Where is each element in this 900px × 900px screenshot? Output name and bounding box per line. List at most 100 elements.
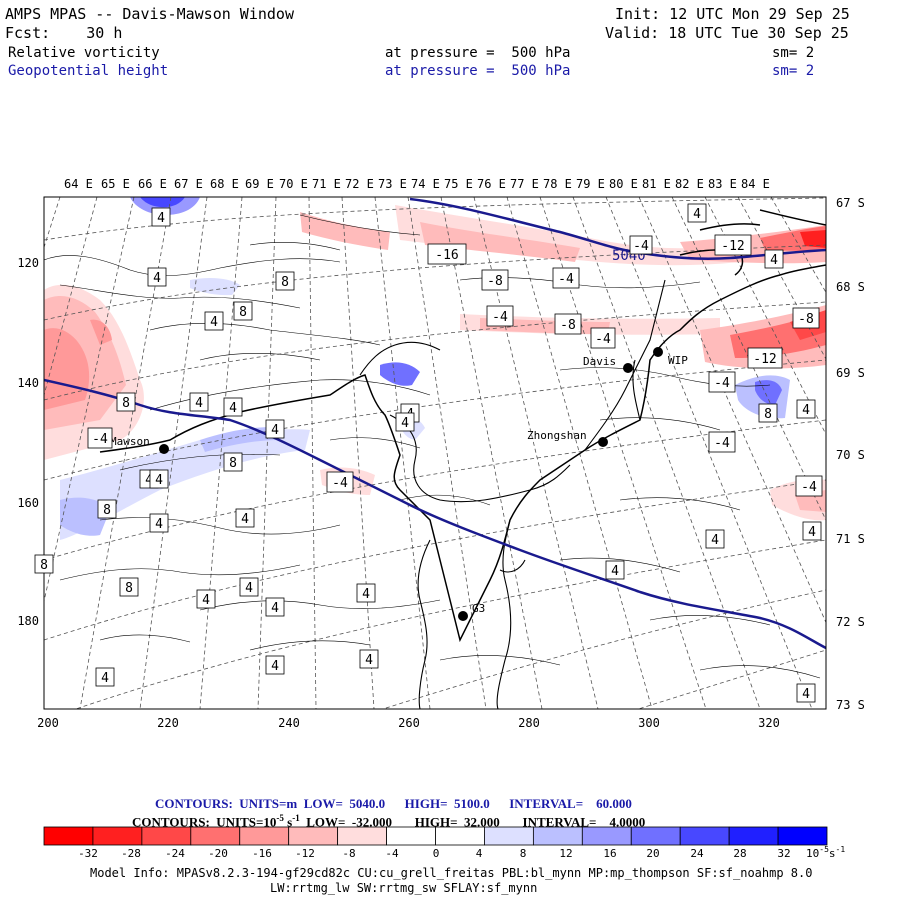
svg-text:4: 4: [711, 533, 719, 548]
coastline: [99, 209, 826, 643]
station-marker: [623, 363, 633, 373]
svg-text:4: 4: [808, 525, 816, 540]
station-label-davis: Davis: [583, 355, 616, 368]
contour-label: -12: [747, 347, 783, 369]
contour-label: -4: [795, 475, 823, 497]
contour-label: 4: [235, 508, 255, 528]
colorbar-tick: -24: [165, 847, 185, 860]
station-label-wip: WIP: [668, 354, 688, 367]
svg-text:-8: -8: [487, 274, 503, 289]
contour-label: 4: [147, 267, 167, 287]
contour-label: 4: [359, 649, 379, 669]
lat-label: 73 S: [836, 698, 865, 712]
lon-label: 75 E: [444, 177, 473, 191]
contour-label: 4: [265, 597, 285, 617]
contour-label: 4: [239, 577, 259, 597]
svg-text:4: 4: [155, 473, 163, 488]
svg-text:4: 4: [401, 416, 409, 431]
lon-label: 69 E: [245, 177, 274, 191]
svg-text:-4: -4: [332, 476, 348, 491]
contour-label: 4: [95, 667, 115, 687]
lat-label: 69 S: [836, 366, 865, 380]
colorbar-swatch: [728, 826, 779, 846]
height-contours: [44, 197, 826, 650]
contour-label: 4: [705, 529, 725, 549]
colorbar-tick: 8: [520, 847, 527, 860]
lat-label: 71 S: [836, 532, 865, 546]
contour-label: 4: [223, 397, 243, 417]
station-label-g3: G3: [472, 602, 485, 615]
y-tick-label: 180: [17, 614, 39, 628]
colorbar-tick: 20: [646, 847, 659, 860]
lon-label: 78 E: [543, 177, 572, 191]
svg-text:4: 4: [365, 653, 373, 668]
station-marker: [653, 347, 663, 357]
colorbar-swatch: [337, 826, 387, 846]
colorbar-tick: 28: [733, 847, 746, 860]
field2-level: at pressure = 500 hPa: [385, 63, 571, 79]
station-label-zhongshan: Zhongshan: [527, 429, 587, 442]
svg-text:-8: -8: [560, 318, 576, 333]
colorbar-swatch: [239, 826, 290, 846]
station-label-mawson: Mawson: [110, 435, 150, 448]
contour-label: -4: [708, 371, 736, 393]
lon-label: 68 E: [210, 177, 239, 191]
svg-text:8: 8: [103, 503, 111, 518]
contour-label: 4: [149, 469, 169, 489]
colorbar-tick: -8: [342, 847, 355, 860]
vorticity-contour-info: CONTOURS: UNITS=10-5 s-1 LOW= -32.000 HI…: [132, 813, 646, 830]
contour-label: 8: [233, 301, 253, 321]
contour-label: -8: [481, 269, 509, 291]
svg-text:4: 4: [210, 315, 218, 330]
colorbar-tick: 12: [559, 847, 572, 860]
colorbar-swatch: [679, 826, 730, 846]
lon-label: 66 E: [138, 177, 167, 191]
colorbar-tick: -12: [295, 847, 315, 860]
svg-text:8: 8: [764, 407, 772, 422]
colorbar-tick: -16: [252, 847, 272, 860]
contour-label: 4: [395, 412, 415, 432]
svg-text:-16: -16: [435, 248, 458, 263]
lon-label: 65 E: [101, 177, 130, 191]
svg-text:4: 4: [195, 396, 203, 411]
station-marker: [458, 611, 468, 621]
contour-label: -4: [552, 267, 580, 289]
x-tick-label: 320: [758, 716, 780, 730]
colorbar-swatch: [92, 826, 143, 846]
field2-name: Geopotential height: [8, 63, 169, 79]
contour-label: 4: [151, 207, 171, 227]
colorbar-swatch: [435, 826, 485, 846]
lon-label: 77 E: [510, 177, 539, 191]
station-marker: [598, 437, 608, 447]
svg-text:4: 4: [271, 423, 279, 438]
contour-label: 8: [119, 577, 139, 597]
svg-text:-12: -12: [753, 352, 776, 367]
svg-text:-4: -4: [92, 432, 108, 447]
colorbar-swatch: [777, 826, 828, 846]
contour-label: -4: [629, 235, 653, 255]
contour-label: -4: [486, 305, 514, 327]
svg-text:-12: -12: [721, 239, 744, 254]
svg-text:-4: -4: [801, 480, 817, 495]
colorbar-labels: -32 -28 -24 -20 -16 -12 -8 -4 0 4 8 12 1…: [78, 847, 791, 860]
svg-text:4: 4: [155, 517, 163, 532]
lat-label: 72 S: [836, 615, 865, 629]
valid-time: Valid: 18 UTC Tue 30 Sep 25: [605, 24, 849, 42]
contour-label: 4: [605, 560, 625, 580]
colorbar-tick: 32: [777, 847, 790, 860]
contour-label: -4: [590, 327, 616, 349]
lat-label: 70 S: [836, 448, 865, 462]
colorbar-swatch: [141, 826, 192, 846]
colorbar: [43, 826, 828, 846]
lon-label: 83 E: [708, 177, 737, 191]
colorbar-tick: -4: [385, 847, 399, 860]
x-tick-label: 280: [518, 716, 540, 730]
svg-text:-4: -4: [558, 272, 574, 287]
station-marker: [159, 444, 169, 454]
contour-label: 4: [196, 589, 216, 609]
y-axis-ticks: 120 140 160 180: [17, 256, 39, 628]
height-contour-info: CONTOURS: UNITS=m LOW= 5040.0 HIGH= 5100…: [155, 796, 632, 811]
svg-text:4: 4: [271, 601, 279, 616]
svg-text:4: 4: [145, 473, 153, 488]
svg-text:4: 4: [802, 687, 810, 702]
